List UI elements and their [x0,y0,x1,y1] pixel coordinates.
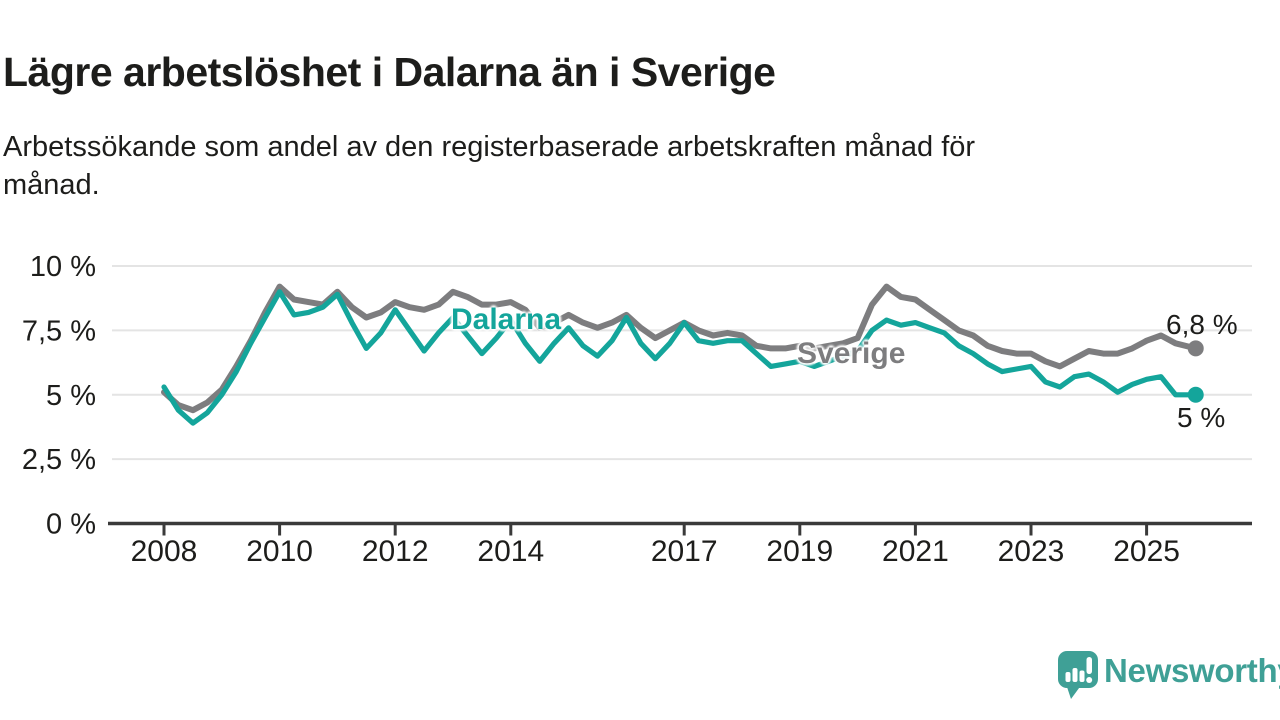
subtitle-line-1: Arbetssökande som andel av den registerb… [3,131,976,163]
newsworthy-logo-icon [1058,651,1098,699]
x-tick-label: 2019 [766,535,833,568]
y-axis-labels: 0 % 2,5 % 5 % 7,5 % 10 % [22,251,96,541]
end-dot-dalarna [1187,386,1204,403]
end-value-label-dalarna: 5 % [1177,402,1226,433]
x-tick-label: 2010 [246,535,313,568]
series-label-sverige: Sverige [797,337,906,370]
y-tick-label: 10 % [30,251,96,283]
series-label-dalarna: Dalarna [451,303,562,336]
end-dots [1187,340,1204,403]
series-line-dalarna [161,289,1199,426]
page-title: Lägre arbetslöshet i Dalarna än i Sverig… [3,49,776,96]
subtitle-line-2: månad. [3,169,100,201]
gridlines [112,265,1252,461]
x-tick-label: 2014 [477,535,544,568]
x-tick-label: 2025 [1113,535,1180,568]
end-dot-sverige [1187,340,1204,357]
x-tick-label: 2021 [882,535,949,568]
x-tick-label: 2017 [651,535,718,568]
series-line-sverige [161,283,1199,414]
y-tick-label: 2,5 % [22,444,96,476]
end-value-label-sverige: 6,8 % [1166,309,1238,340]
page-subtitle: Arbetssökande som andel av den registerb… [3,128,1223,204]
y-tick-label: 5 % [46,380,96,412]
series-lines [161,283,1199,426]
newsworthy-brand-name: Newsworthy [1104,652,1280,689]
x-axis: 2008 2010 2012 2014 2017 2019 2021 2023 2025 [108,521,1252,568]
x-tick-label: 2008 [131,535,198,568]
y-tick-label: 7,5 % [22,315,96,347]
y-tick-label: 0 % [46,509,96,541]
x-tick-label: 2023 [998,535,1065,568]
x-tick-label: 2012 [362,535,429,568]
